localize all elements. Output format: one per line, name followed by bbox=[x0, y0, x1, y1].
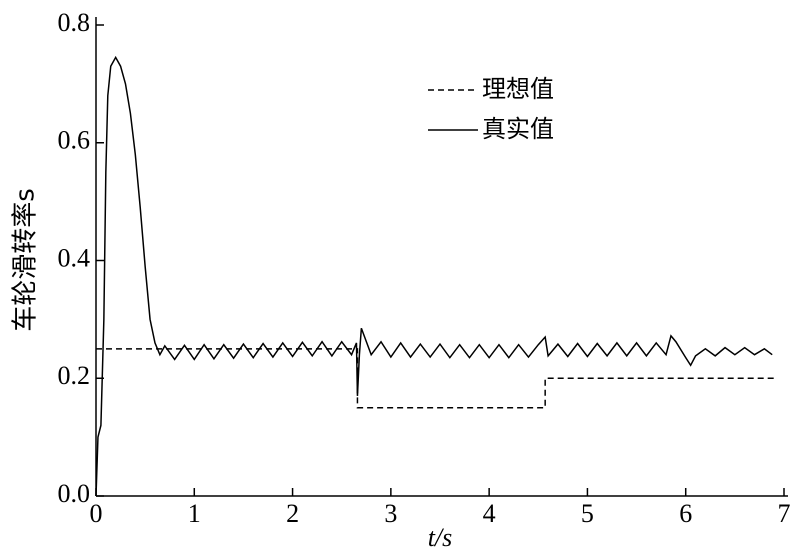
y-tick-label: 0.2 bbox=[58, 361, 91, 390]
x-tick-label: 7 bbox=[778, 499, 791, 528]
legend-label: 理想值 bbox=[482, 75, 554, 103]
series-line bbox=[96, 348, 775, 409]
legend-label: 真实值 bbox=[482, 115, 554, 143]
y-tick-label: 0.4 bbox=[58, 243, 91, 272]
x-axis-label: t/s bbox=[428, 523, 453, 552]
series-line bbox=[95, 55, 773, 497]
x-tick-label: 5 bbox=[581, 499, 594, 528]
x-tick-label: 6 bbox=[679, 499, 692, 528]
x-tick-label: 1 bbox=[188, 499, 201, 528]
x-tick-label: 2 bbox=[286, 499, 299, 528]
x-tick-label: 3 bbox=[384, 499, 397, 528]
y-tick-label: 0.8 bbox=[58, 8, 91, 37]
x-tick-label: 0 bbox=[90, 499, 103, 528]
y-tick-label: 0.6 bbox=[58, 126, 91, 155]
y-axis-label: 车轮滑转率s bbox=[11, 188, 41, 332]
y-tick-label: 0.0 bbox=[58, 479, 91, 508]
x-tick-label: 4 bbox=[483, 499, 496, 528]
